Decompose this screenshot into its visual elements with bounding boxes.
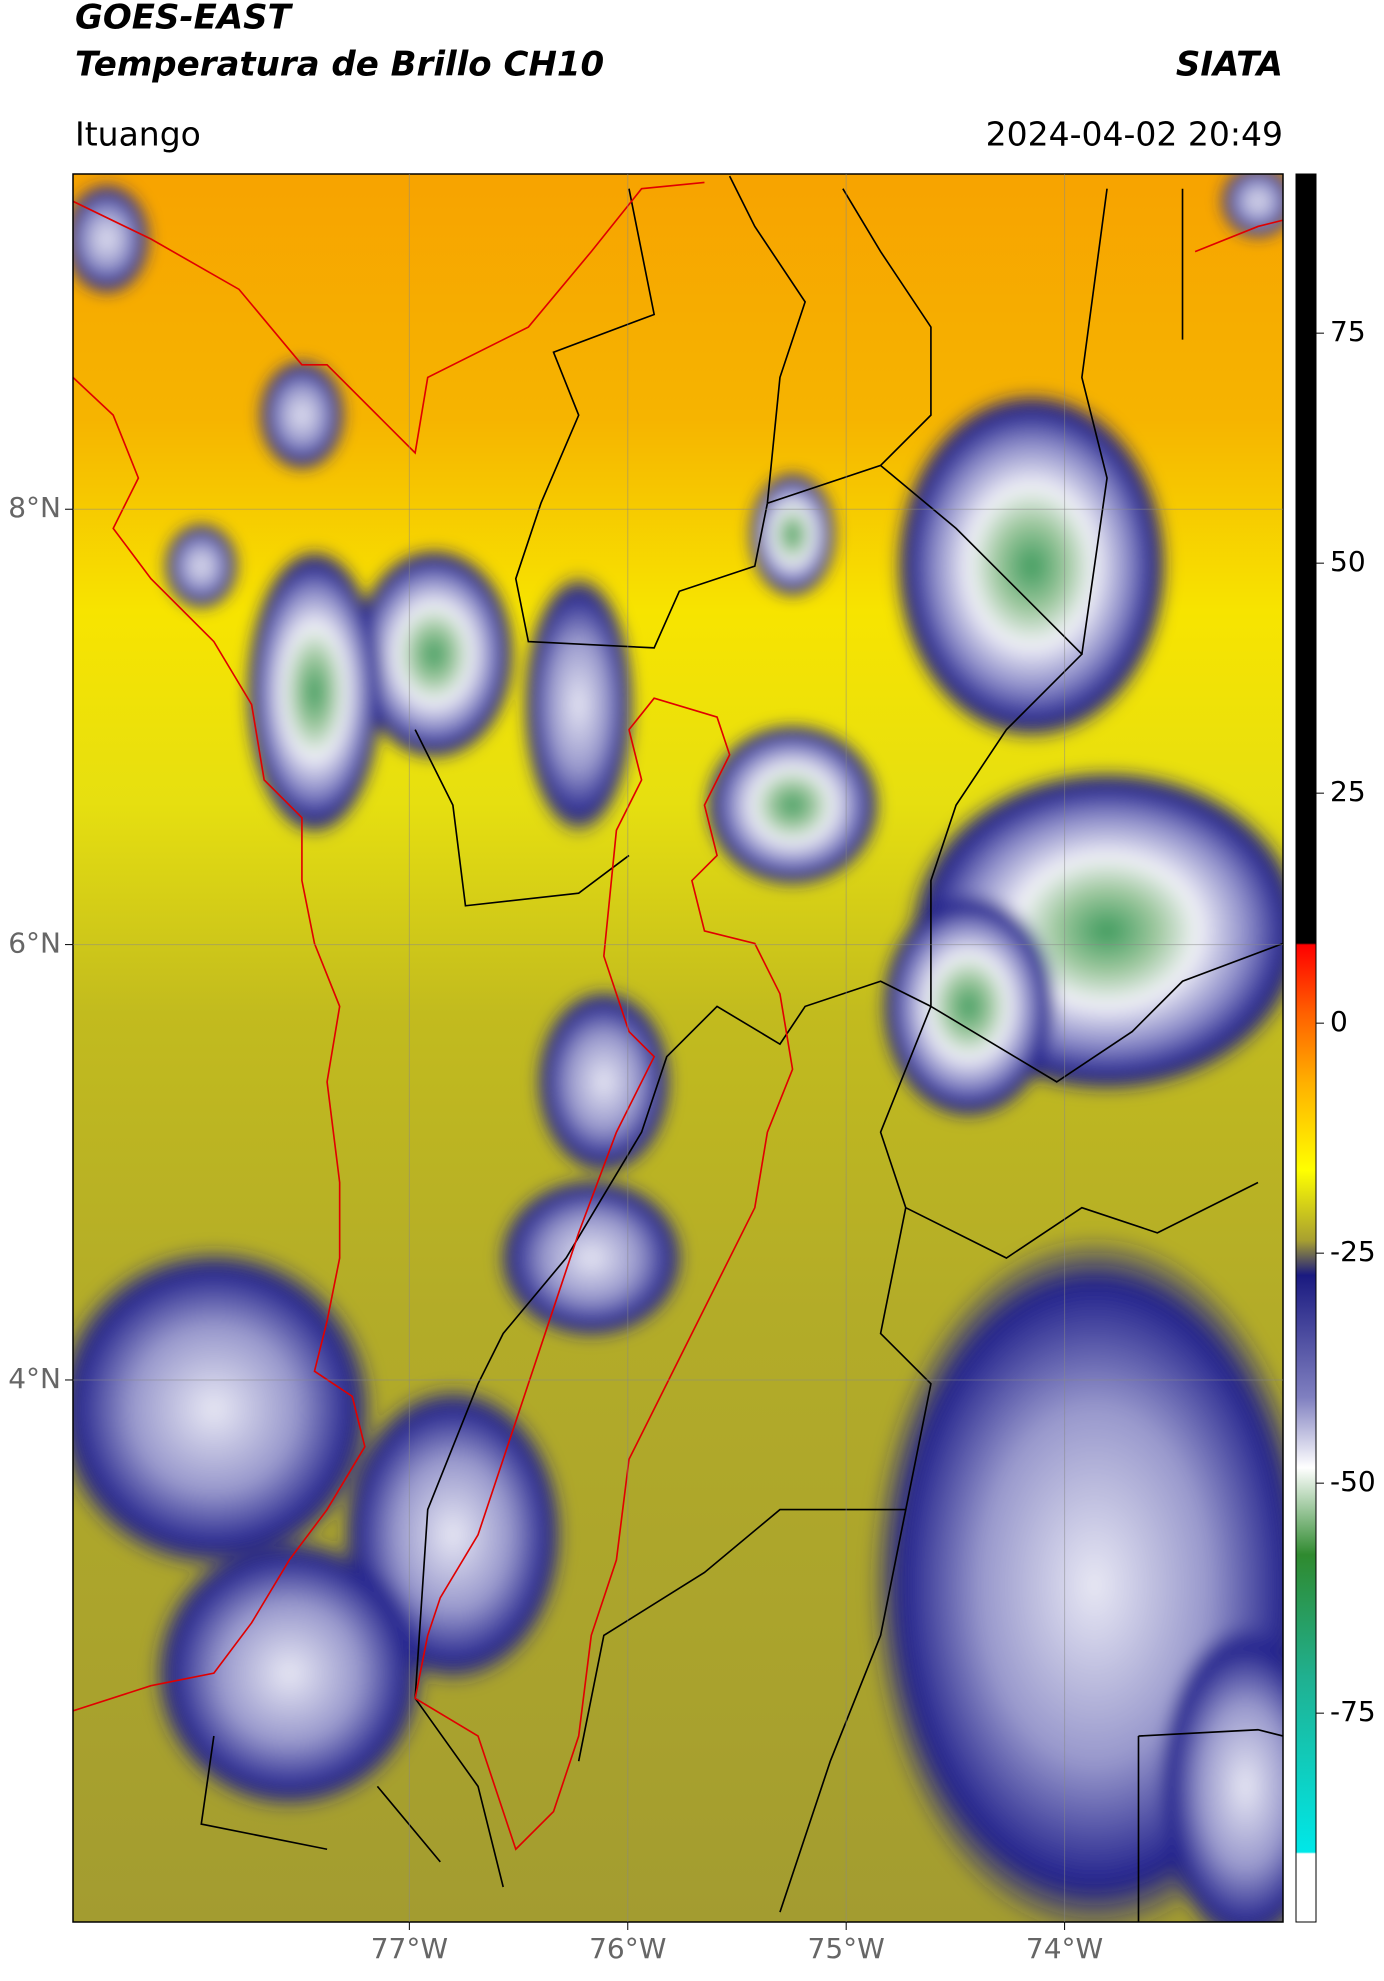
satellite-image <box>73 174 1283 1922</box>
location: Ituango <box>75 115 201 154</box>
colorbar-tick-label: -50 <box>1330 1465 1376 1498</box>
x-tick-label: 74°W <box>1026 1932 1103 1965</box>
x-tick-label: 76°W <box>589 1932 666 1965</box>
colorbar-tick-label: -25 <box>1330 1235 1376 1268</box>
colorbar <box>1295 173 1317 1923</box>
subtitle: Temperatura de Brillo CH10 <box>75 45 604 85</box>
colorbar-tick-label: 25 <box>1330 775 1366 808</box>
datetime: 2024-04-02 20:49 <box>986 115 1283 154</box>
y-tick-label: 4°N <box>8 1362 61 1395</box>
x-tick-label: 75°W <box>808 1932 885 1965</box>
title: GOES-EAST <box>75 0 294 38</box>
brand: SIATA <box>1176 45 1283 85</box>
colorbar-tick-label: 0 <box>1330 1005 1348 1038</box>
y-tick-label: 8°N <box>8 491 61 524</box>
map-frame <box>72 173 1284 1923</box>
colorbar-tick-label: 75 <box>1330 315 1366 348</box>
colorbar-tick-label: 50 <box>1330 545 1366 578</box>
y-tick-label: 6°N <box>8 927 61 960</box>
x-tick-label: 77°W <box>371 1932 448 1965</box>
colorbar-tick-label: -75 <box>1330 1695 1376 1728</box>
